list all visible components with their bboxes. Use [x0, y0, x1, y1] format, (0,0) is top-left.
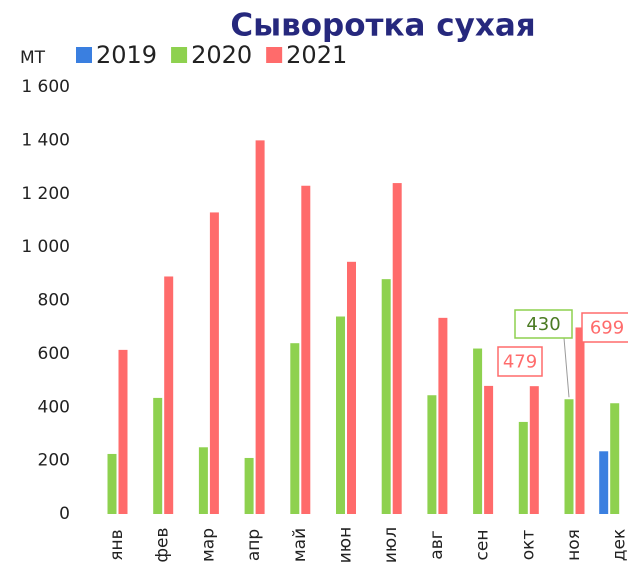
- y-tick-label: 400: [38, 397, 70, 417]
- legend-label: 2019: [96, 41, 157, 69]
- bar: [198, 447, 208, 514]
- x-tick-label: ноя: [564, 529, 584, 561]
- x-tick-label: май: [290, 528, 310, 562]
- data-label-box: [514, 309, 573, 339]
- data-label-box: [581, 312, 628, 343]
- x-tick-label: фев: [153, 527, 173, 562]
- x-tick-label: окт: [518, 530, 538, 561]
- data-label-box: [497, 346, 543, 377]
- bar: [118, 349, 128, 514]
- y-tick-label: 1 400: [21, 130, 70, 150]
- legend-label: 2020: [191, 41, 252, 69]
- bar: [153, 397, 163, 514]
- y-tick-label: 1 200: [21, 184, 70, 204]
- y-tick-label: 0: [59, 504, 70, 524]
- data-label: 699: [590, 318, 624, 339]
- bar: [564, 399, 574, 514]
- x-tick-label: апр: [244, 529, 264, 561]
- bar: [529, 386, 539, 514]
- bar: [438, 317, 448, 514]
- legend-label: 2021: [286, 41, 347, 69]
- y-axis-label: MT: [20, 48, 46, 68]
- bar: [164, 276, 174, 514]
- bar: [301, 185, 311, 514]
- x-tick-label: янв: [107, 529, 127, 560]
- x-tick-label: сен: [473, 530, 493, 561]
- bar: [290, 343, 300, 514]
- y-tick-label: 600: [38, 344, 70, 364]
- legend-swatch: [266, 47, 283, 63]
- bar: [381, 279, 391, 514]
- bar: [244, 457, 254, 514]
- bar: [255, 140, 265, 514]
- x-tick-label: июн: [336, 527, 356, 563]
- data-label: 430: [526, 314, 560, 335]
- x-tick-label: дек: [610, 529, 628, 561]
- legend-swatch: [76, 47, 92, 63]
- y-tick-label: 800: [38, 291, 70, 311]
- bar: [599, 451, 609, 514]
- chart-title: Сыворотка сухая: [230, 8, 535, 44]
- data-label: 479: [503, 352, 537, 373]
- bar: [473, 348, 483, 514]
- bar: [427, 395, 437, 514]
- bar: [209, 212, 219, 514]
- bar: [347, 261, 356, 514]
- bar: [107, 453, 117, 514]
- x-tick-label: июл: [381, 527, 401, 563]
- bar: [518, 421, 528, 514]
- bar: [610, 403, 620, 514]
- x-tick-label: авг: [427, 530, 447, 559]
- bar: [392, 183, 402, 514]
- legend-swatch: [171, 47, 188, 63]
- bar: [484, 385, 494, 514]
- y-tick-label: 200: [38, 451, 70, 471]
- x-tick-label: мар: [198, 528, 218, 562]
- bar: [575, 327, 585, 514]
- y-tick-label: 1 600: [21, 77, 70, 97]
- y-tick-label: 1 000: [21, 237, 70, 257]
- bar: [336, 316, 345, 514]
- leader-line: [563, 337, 570, 398]
